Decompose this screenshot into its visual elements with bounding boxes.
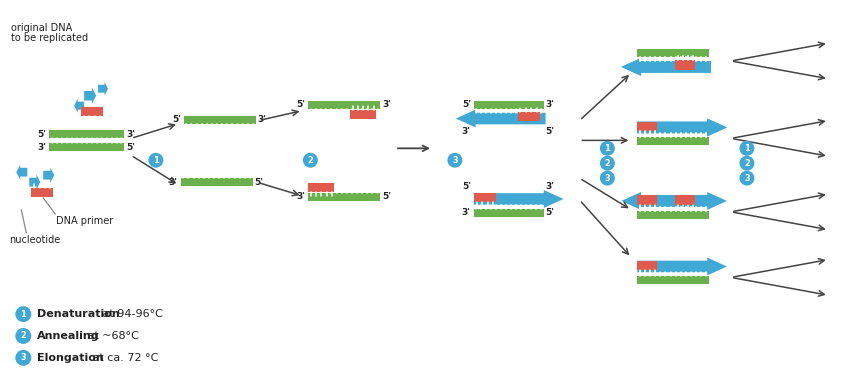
Bar (637, 137, 709, 146)
Text: 5': 5' (296, 100, 305, 109)
Polygon shape (98, 82, 108, 96)
Text: at 94-96°C: at 94-96°C (99, 309, 163, 319)
Circle shape (600, 156, 615, 171)
Text: 3': 3' (546, 100, 554, 109)
Text: at ~68°C: at ~68°C (84, 331, 139, 341)
FancyArrow shape (637, 118, 727, 136)
FancyArrow shape (621, 58, 711, 76)
Bar (31, 188, 53, 197)
Text: 3': 3' (296, 192, 305, 202)
Bar (81, 107, 103, 116)
Bar (473, 209, 543, 217)
FancyArrow shape (621, 58, 711, 76)
Circle shape (303, 153, 318, 168)
Bar (675, 60, 696, 70)
Bar (184, 116, 256, 123)
FancyArrow shape (473, 190, 563, 208)
Bar (637, 49, 709, 57)
Text: 3': 3' (546, 182, 554, 190)
Text: to be replicated: to be replicated (12, 33, 88, 43)
Circle shape (739, 156, 754, 171)
Text: 3': 3' (462, 208, 471, 217)
Text: 3: 3 (744, 174, 750, 183)
Bar (675, 195, 696, 205)
Text: 1: 1 (605, 144, 611, 153)
Circle shape (148, 153, 163, 168)
Circle shape (15, 328, 31, 344)
Text: 3': 3' (257, 115, 267, 124)
Circle shape (739, 171, 754, 185)
Circle shape (739, 141, 754, 156)
Text: 3: 3 (452, 156, 458, 165)
Text: 1: 1 (744, 144, 750, 153)
Bar (637, 122, 657, 132)
Text: 3': 3' (382, 100, 391, 109)
Text: 5': 5' (126, 143, 135, 152)
Text: 3': 3' (37, 143, 46, 152)
Text: 3: 3 (20, 353, 26, 362)
Bar (181, 178, 252, 186)
Polygon shape (16, 164, 27, 180)
FancyArrow shape (637, 192, 727, 210)
Text: 2: 2 (308, 156, 314, 165)
Circle shape (600, 141, 615, 156)
Bar (50, 143, 124, 151)
Text: 2: 2 (20, 332, 26, 341)
Bar (473, 101, 543, 109)
Text: DNA primer: DNA primer (56, 216, 114, 226)
Text: original DNA: original DNA (12, 23, 72, 33)
Text: 3': 3' (462, 127, 471, 136)
Circle shape (600, 171, 615, 185)
Bar (473, 193, 495, 202)
Bar (518, 111, 540, 120)
Text: Elongation: Elongation (37, 353, 104, 363)
Bar (637, 137, 709, 146)
Circle shape (447, 153, 463, 168)
Bar (637, 276, 709, 284)
Text: 1: 1 (20, 310, 26, 319)
Bar (637, 211, 709, 219)
Text: 3': 3' (126, 130, 135, 139)
Text: 2: 2 (605, 159, 611, 168)
Text: 5': 5' (546, 127, 554, 136)
Text: 1: 1 (153, 156, 159, 165)
Bar (637, 195, 657, 205)
FancyArrow shape (456, 110, 546, 127)
Text: 5': 5' (546, 208, 554, 217)
Bar (309, 193, 380, 201)
Polygon shape (43, 168, 54, 183)
FancyArrow shape (637, 257, 727, 276)
Text: Annealing: Annealing (37, 331, 100, 341)
Bar (637, 211, 709, 219)
Text: at ca. 72 °C: at ca. 72 °C (89, 353, 158, 363)
Text: 5': 5' (255, 178, 263, 187)
Text: 5': 5' (37, 130, 46, 139)
Circle shape (15, 306, 31, 322)
Text: 2: 2 (744, 159, 750, 168)
Bar (675, 60, 696, 70)
Bar (350, 110, 376, 118)
FancyArrow shape (637, 118, 727, 136)
Polygon shape (74, 99, 84, 113)
Text: 3: 3 (605, 174, 611, 183)
Circle shape (15, 350, 31, 366)
Text: 5': 5' (462, 100, 471, 109)
Text: 5': 5' (462, 182, 471, 190)
Text: 5': 5' (382, 192, 391, 202)
Text: nucleotide: nucleotide (9, 235, 61, 245)
Bar (637, 260, 657, 271)
Polygon shape (84, 87, 96, 104)
FancyArrow shape (621, 192, 711, 210)
Text: 3': 3' (169, 178, 177, 187)
Bar (637, 122, 657, 132)
Text: Denaturation: Denaturation (37, 309, 120, 319)
Text: 5': 5' (172, 115, 181, 124)
Bar (309, 183, 334, 192)
Bar (50, 130, 124, 139)
Bar (637, 49, 709, 57)
Bar (309, 101, 380, 109)
Polygon shape (29, 175, 40, 190)
